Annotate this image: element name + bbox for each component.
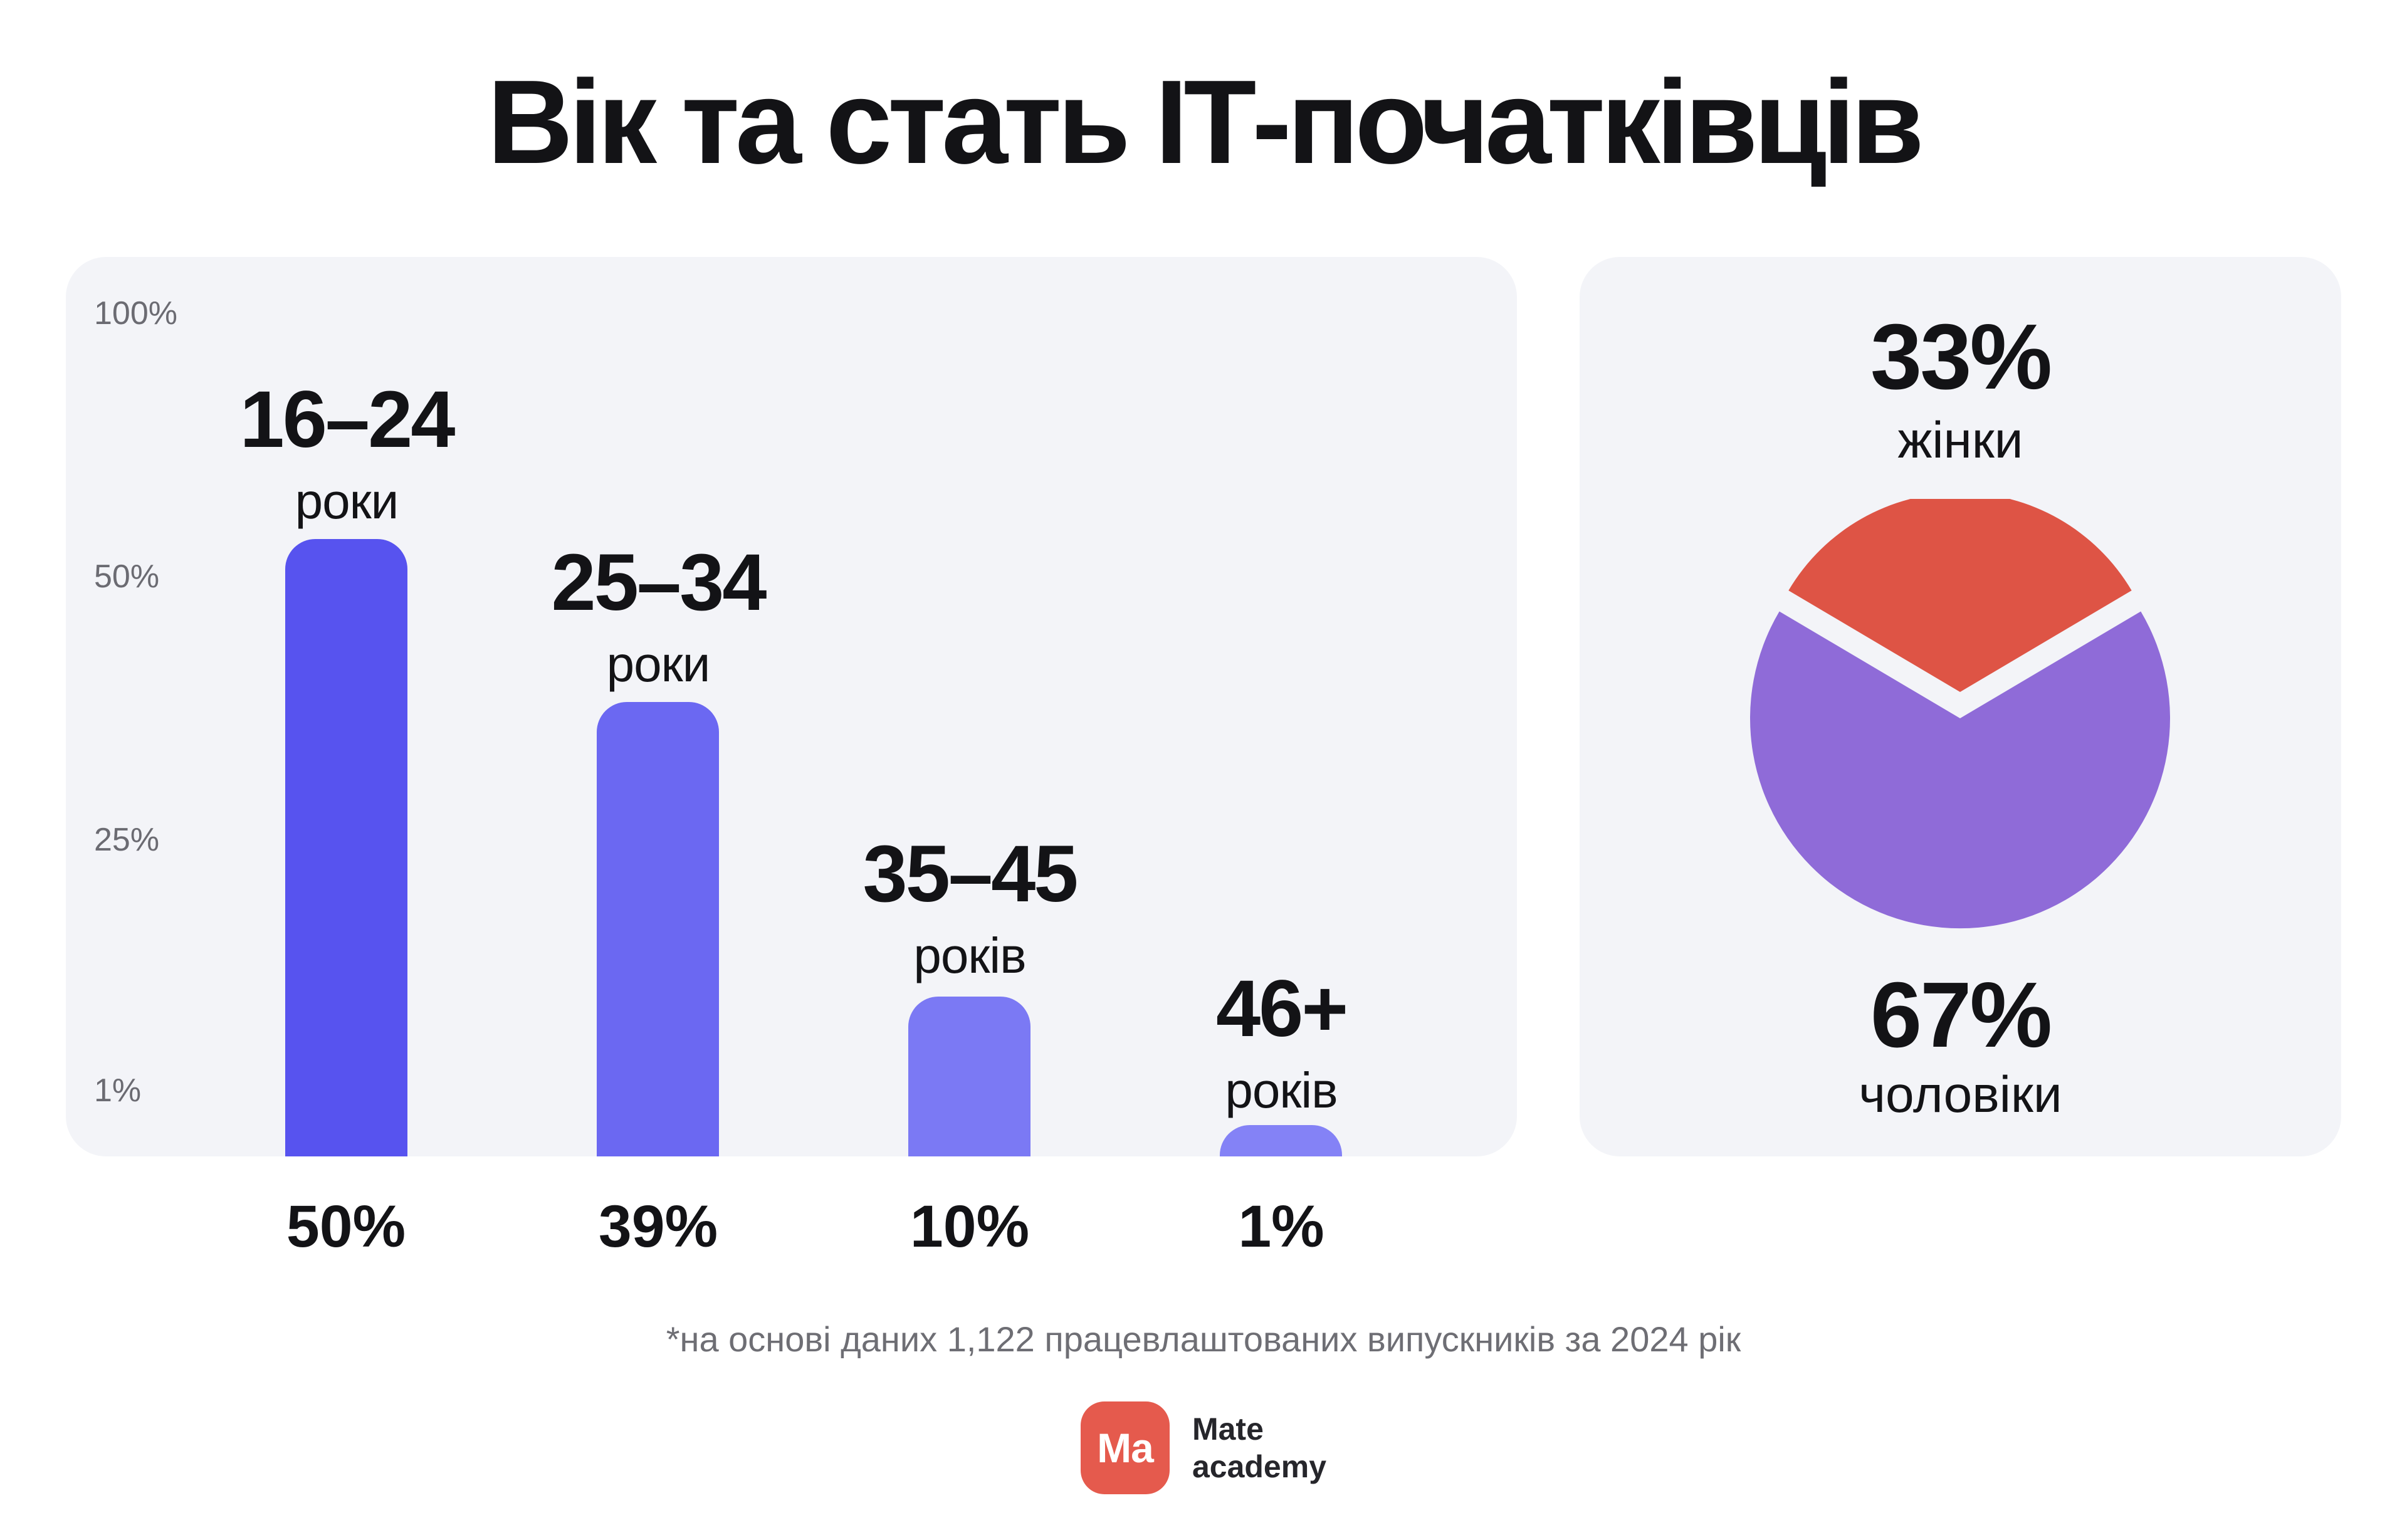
bar-value-35-45: 10% bbox=[910, 1193, 1030, 1260]
female-percentage: 33% bbox=[1870, 305, 2052, 409]
bar-label-25-34: 25–34 роки bbox=[470, 542, 846, 705]
bar-value-46plus: 1% bbox=[1238, 1193, 1324, 1260]
age-range-label: 16–24 bbox=[239, 375, 456, 464]
bar-16-24 bbox=[285, 539, 407, 1156]
gender-pie-chart-panel: 33% жінки 67% чоловіки bbox=[1580, 257, 2341, 1156]
bar-35-45 bbox=[908, 997, 1030, 1156]
female-pie-slice bbox=[1788, 499, 2132, 692]
y-axis-tick-50: 50% bbox=[94, 558, 160, 595]
male-label: чоловіки bbox=[1859, 1066, 2062, 1123]
logo-name-line1: Mate bbox=[1192, 1412, 1264, 1447]
y-axis-tick-25: 25% bbox=[94, 822, 160, 858]
male-pie-slice bbox=[1750, 611, 2170, 929]
age-unit-label: років bbox=[1225, 1062, 1338, 1118]
age-unit-label: роки bbox=[606, 636, 711, 692]
logo-wordmark: Mate academy bbox=[1192, 1410, 1326, 1485]
page-title: Вік та стать ІТ-початківців bbox=[487, 56, 1924, 189]
bar-value-25-34: 39% bbox=[598, 1193, 718, 1260]
age-unit-label: років bbox=[913, 928, 1026, 983]
age-range-label: 35–45 bbox=[863, 829, 1079, 919]
age-bar-chart-panel: 100% 50% 25% 1% 16–24 роки 25–34 роки 35… bbox=[66, 257, 1517, 1156]
footnote: *на основі даних 1,122 працевлаштованих … bbox=[666, 1319, 1741, 1359]
bar-label-46plus: 46+ років bbox=[1093, 968, 1469, 1131]
logo-name-line2: academy bbox=[1192, 1449, 1327, 1484]
age-range-label: 46+ bbox=[1215, 964, 1348, 1054]
bar-25-34 bbox=[597, 702, 719, 1156]
bar-value-16-24: 50% bbox=[286, 1193, 406, 1260]
bar-label-35-45: 35–45 років bbox=[782, 834, 1158, 997]
mate-academy-logo: Ma Mate academy bbox=[0, 1398, 2407, 1498]
bar-label-16-24: 16–24 роки bbox=[159, 379, 535, 542]
age-range-label: 25–34 bbox=[551, 538, 767, 627]
female-label: жінки bbox=[1897, 412, 2023, 469]
logo-badge: Ma bbox=[1080, 1401, 1170, 1494]
age-unit-label: роки bbox=[295, 473, 399, 529]
male-percentage: 67% bbox=[1870, 963, 2052, 1067]
bar-46plus bbox=[1220, 1125, 1342, 1156]
gender-pie-chart bbox=[1750, 499, 2170, 929]
y-axis-tick-100: 100% bbox=[94, 295, 177, 332]
y-axis-tick-1: 1% bbox=[94, 1072, 142, 1109]
